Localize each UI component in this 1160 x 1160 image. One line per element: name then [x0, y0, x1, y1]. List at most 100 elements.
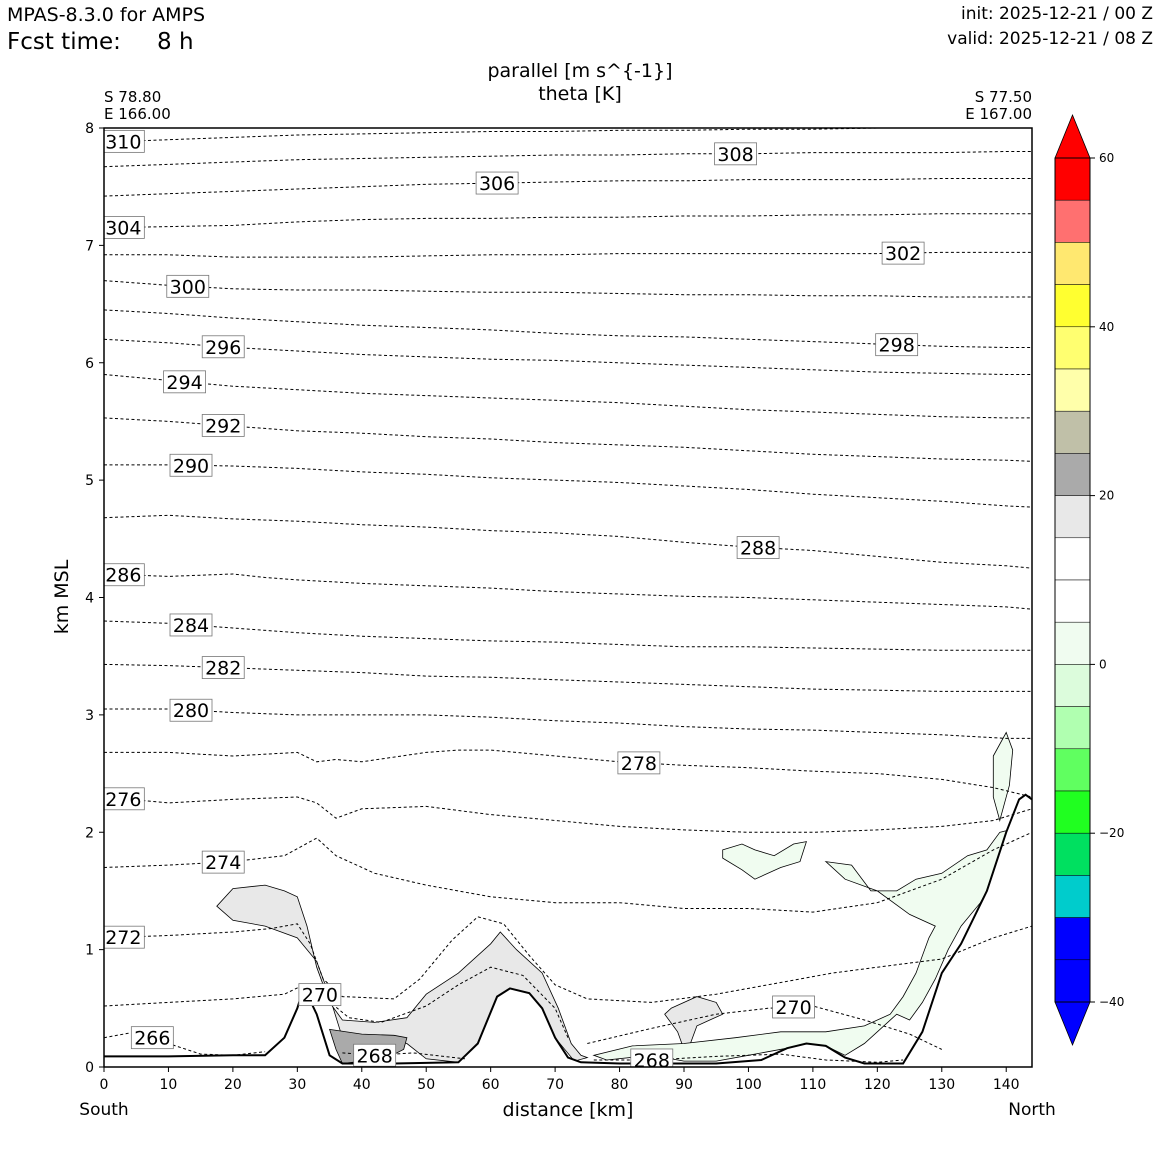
theta-label: 270: [775, 997, 811, 1019]
theta-label: 266: [134, 1028, 170, 1050]
colorbar-swatch: [1054, 326, 1091, 370]
model-title: MPAS-8.3.0 for AMPS: [7, 4, 206, 26]
theta-label: 294: [166, 372, 202, 394]
theta-label: 268: [357, 1045, 393, 1067]
init-time: init: 2025-12-21 / 00 Z: [960, 4, 1153, 24]
theta-contour-270: [104, 966, 569, 1038]
theta-label-box: [201, 335, 245, 359]
terrain-line: [104, 793, 1033, 1065]
theta-contour-272: [104, 916, 1032, 1003]
theta-label-box: [104, 216, 145, 239]
theta-label-box: [169, 698, 213, 722]
theta-label-box: [104, 925, 145, 949]
colorbar-swatch: [1054, 284, 1091, 328]
chart-title-line2: theta [K]: [538, 83, 622, 105]
theta-label: 282: [205, 658, 241, 680]
theta-contour-292: [104, 417, 1032, 462]
colorbar-tick-label: 20: [1099, 489, 1114, 503]
x-tick-label: 110: [800, 1077, 827, 1093]
theta-contour-300: [104, 280, 1032, 298]
y-tick-label: 8: [85, 121, 94, 137]
theta-label: 276: [105, 789, 141, 811]
x-tick-label: 50: [417, 1077, 435, 1093]
x-tick-label: 30: [288, 1077, 306, 1093]
theta-label-box: [201, 414, 245, 437]
theta-label-box: [475, 171, 519, 195]
theta-contour-288: [104, 514, 1032, 569]
plot-frame: [103, 127, 1033, 1068]
forecast-time-value: 8 h: [157, 29, 194, 55]
theta-label-box: [104, 563, 145, 587]
axes-layer: 0 10 20 30 40 50 60 70 80 90 100 110 120 130 140 0 1 2 3 4 5…: [85, 121, 1033, 1093]
chart-title-line1: parallel [m s^{-1}]: [487, 60, 673, 82]
theta-label: 290: [173, 455, 209, 477]
theta-label-box: [630, 1048, 674, 1067]
y-tick-label: 4: [85, 591, 94, 607]
theta-label-box: [714, 142, 757, 166]
wind-region: [992, 731, 1014, 823]
theta-label-box: [617, 751, 661, 775]
x-tick-label: 10: [160, 1077, 178, 1093]
colorbar-swatch: [1054, 664, 1091, 707]
x-tick-label: 70: [546, 1077, 564, 1093]
theta-contour-280: [104, 708, 1032, 739]
theta-contour-296: [104, 338, 1032, 375]
theta-contour-304: [104, 213, 1032, 229]
colorbar-over-arrow: [1054, 113, 1091, 159]
colorbar-swatch: [1054, 748, 1091, 792]
theta-label: 298: [879, 335, 915, 357]
x-tick-label: 120: [864, 1077, 891, 1093]
theta-label: 278: [621, 753, 657, 775]
y-tick-label: 7: [85, 238, 94, 254]
theta-label: 268: [634, 1050, 670, 1072]
x-start-label: South: [79, 1100, 129, 1120]
colorbar-swatch: [1054, 495, 1091, 539]
theta-contour-278: [104, 749, 1032, 798]
theta-contour-266: [104, 1031, 266, 1056]
theta-label-box: [166, 274, 210, 298]
colorbar-swatch: [1054, 959, 1091, 1003]
theta-contour-310: [104, 128, 910, 143]
colorbar-swatch: [1054, 706, 1091, 750]
theta-label: 296: [205, 337, 241, 359]
theta-contour-298: [104, 309, 1032, 348]
x-tick-label: 0: [100, 1077, 109, 1093]
theta-label: 304: [105, 217, 141, 239]
theta-contour-layer: 266 268 268 270 270 272 274 276 278 280 282 284 286 2…: [104, 128, 1032, 1072]
theta-label: 272: [105, 927, 141, 949]
y-tick-label: 6: [85, 356, 94, 372]
colorbar-swatch: [1054, 832, 1091, 876]
x-tick-label: 100: [735, 1077, 762, 1093]
theta-contour-308: [104, 151, 1032, 168]
wind-region: [722, 841, 807, 880]
colorbar-swatch: [1054, 199, 1091, 243]
theta-contour-290: [104, 464, 1032, 508]
theta-label: 280: [173, 700, 209, 722]
x-axis-label: distance [km]: [502, 1099, 634, 1121]
theta-label-box: [104, 787, 145, 811]
theta-contour-276: [104, 796, 1032, 833]
theta-label: 274: [205, 852, 241, 874]
theta-label-box: [875, 333, 919, 357]
theta-label-box: [298, 983, 342, 1007]
theta-contour-270: [587, 1005, 943, 1050]
colorbar-under-arrow: [1054, 1001, 1091, 1047]
x-tick-label: 80: [611, 1077, 629, 1093]
theta-label: 286: [105, 565, 141, 587]
theta-label-box: [201, 656, 245, 679]
y-tick-label: 0: [85, 1060, 94, 1076]
theta-label-box: [201, 850, 245, 874]
colorbar-frame: [1054, 157, 1091, 1003]
colorbar-swatch: [1054, 368, 1091, 412]
theta-label-box: [169, 613, 213, 637]
theta-label: 308: [717, 144, 753, 166]
x-tick-label: 60: [482, 1077, 500, 1093]
theta-label-box: [104, 129, 145, 153]
y-tick-label: 1: [85, 943, 94, 959]
start-longitude: E 166.00: [104, 105, 171, 123]
colorbar-tick-label: −40: [1099, 995, 1124, 1009]
theta-label: 270: [302, 985, 338, 1007]
x-tick-label: 140: [993, 1077, 1020, 1093]
theta-contour-294: [104, 374, 1032, 419]
